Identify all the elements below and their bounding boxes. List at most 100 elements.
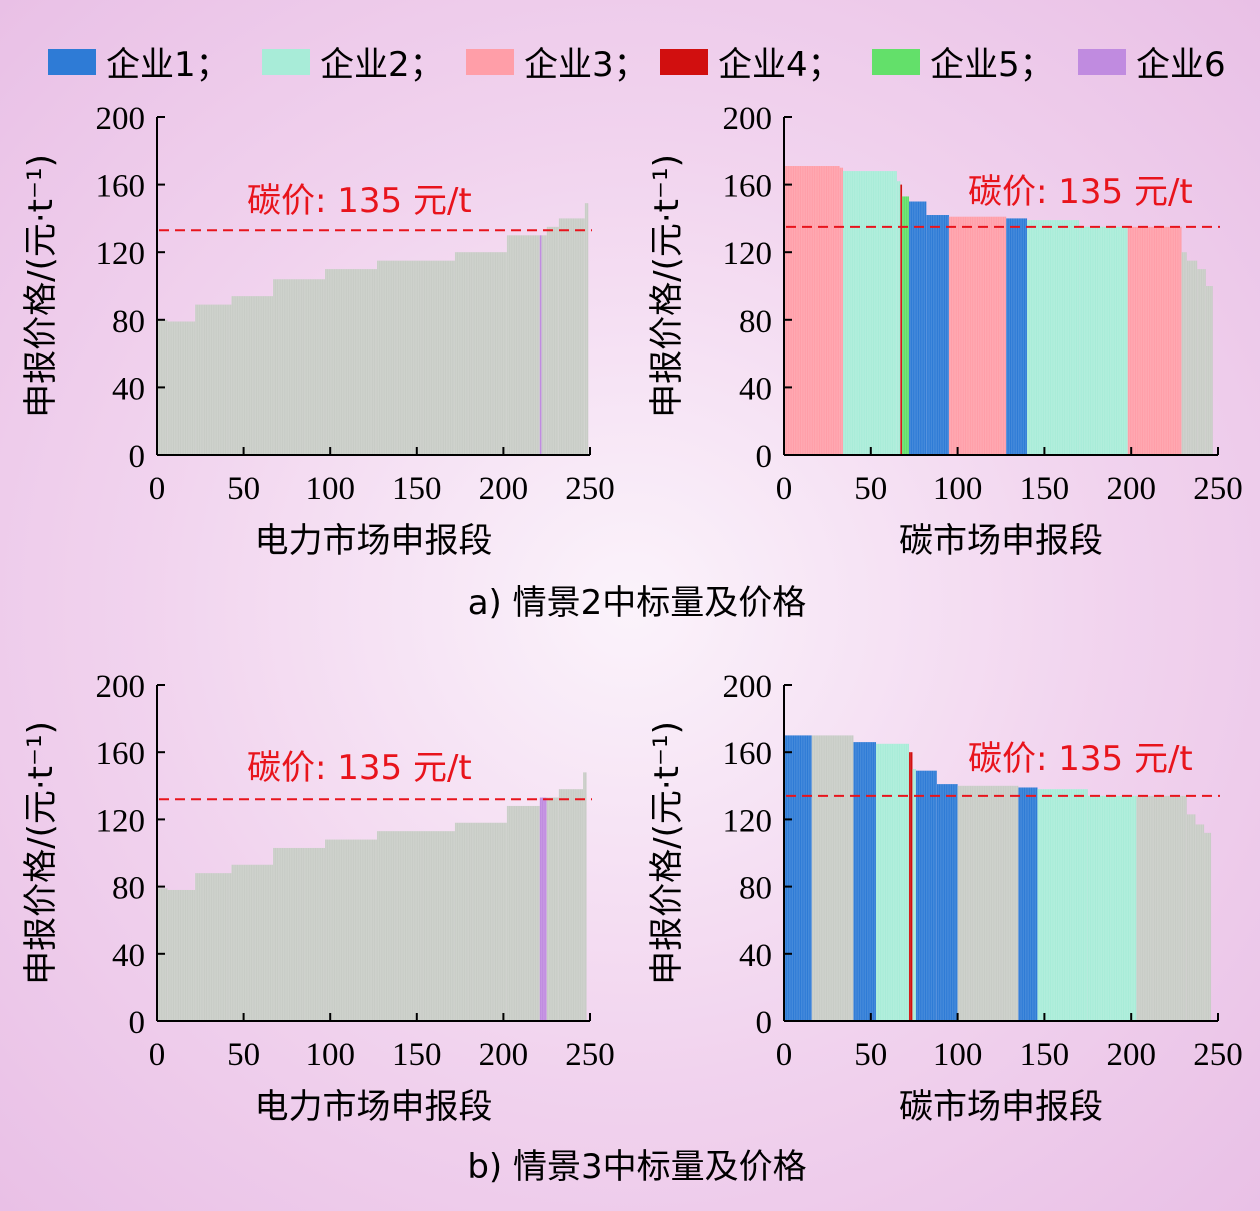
x-tick-label: 100 — [933, 1037, 983, 1073]
caption-scenario-3: b) 情景3中标量及价格 — [467, 1147, 806, 1187]
y-tick-label: 80 — [112, 871, 145, 907]
bar-segment — [539, 797, 547, 1021]
bar-segment — [876, 743, 909, 1021]
x-tick-label: 250 — [1193, 471, 1243, 507]
bar-segment — [900, 184, 903, 455]
bar-segment — [912, 769, 916, 1021]
x-tick-label: 100 — [305, 1037, 355, 1073]
x-axis-label: 电力市场申报段 — [255, 1087, 493, 1127]
y-tick-label: 200 — [723, 669, 773, 705]
legend-label-company6: 企业6 — [1136, 45, 1226, 85]
bar-segment — [376, 260, 455, 455]
bar-segment — [1205, 286, 1213, 455]
bar-segment — [167, 321, 196, 455]
x-tick-label: 250 — [565, 1037, 615, 1073]
bar-segment — [839, 167, 844, 455]
carbon-price-annotation: 碳价: 135 元/t — [247, 181, 472, 221]
bar-segment — [546, 226, 559, 455]
chart-a-carbon-market: 碳价: 135 元/t 0 40 80 120 160 200 0 50 100 150 200 250… — [647, 101, 1243, 561]
x-axis-label: 碳市场申报段 — [899, 1087, 1103, 1127]
bar-segment — [167, 889, 196, 1021]
y-tick-label: 120 — [96, 803, 146, 839]
x-tick-label: 100 — [933, 471, 983, 507]
y-tick-label: 0 — [756, 1005, 773, 1041]
x-tick-label: 250 — [1193, 1037, 1243, 1073]
x-tick-label: 200 — [479, 1037, 529, 1073]
bar-texture — [156, 772, 586, 1021]
x-tick-label: 200 — [1106, 1037, 1156, 1073]
bar-segment — [936, 784, 958, 1021]
y-tick-label: 0 — [756, 439, 773, 475]
y-tick-label: 120 — [723, 236, 773, 272]
bar-segment — [541, 235, 547, 455]
bar-segment — [273, 279, 325, 455]
y-tick-label: 80 — [112, 304, 145, 340]
bar-texture — [156, 203, 587, 455]
legend-swatch-company1 — [48, 49, 96, 75]
legend-swatch-company4 — [660, 49, 708, 75]
bars — [784, 166, 1213, 455]
x-tick-label: 0 — [149, 471, 166, 507]
x-tick-label: 250 — [565, 471, 615, 507]
bar-segment — [1027, 220, 1080, 455]
bar-segment — [558, 789, 584, 1021]
bar-segment — [231, 296, 274, 455]
x-tick-label: 150 — [1020, 471, 1070, 507]
y-axis-label: 申报价格/(元·t⁻¹) — [647, 721, 687, 985]
y-tick-label: 80 — [739, 304, 772, 340]
bar-segment — [896, 181, 901, 455]
y-tick-label: 120 — [723, 803, 773, 839]
chart-b-power-market: 碳价: 135 元/t 0 40 80 120 160 200 0 50 100 150 200 250… — [21, 669, 615, 1127]
bar-segment — [1195, 824, 1205, 1021]
x-tick-label: 100 — [305, 471, 355, 507]
y-axis-label: 申报价格/(元·t⁻¹) — [647, 154, 687, 418]
bar-segment — [195, 873, 232, 1021]
y-tick-label: 160 — [96, 736, 146, 772]
y-tick-label: 40 — [112, 938, 145, 974]
bar-segment — [1186, 260, 1198, 455]
bar-segment — [1087, 795, 1137, 1021]
y-tick-label: 0 — [129, 439, 146, 475]
legend-swatch-company5 — [872, 49, 920, 75]
x-tick-label: 50 — [854, 1037, 887, 1073]
chart-b-carbon-market: 碳价: 135 元/t 0 40 80 120 160 200 0 50 100 150 200 250… — [647, 669, 1243, 1127]
caption-scenario-2: a) 情景2中标量及价格 — [468, 583, 807, 623]
y-tick-label: 200 — [723, 101, 773, 137]
carbon-price-annotation: 碳价: 135 元/t — [968, 739, 1193, 779]
y-tick-label: 120 — [96, 236, 146, 272]
legend-label-company3: 企业3； — [524, 45, 648, 85]
x-tick-label: 150 — [392, 1037, 442, 1073]
bars — [784, 735, 1212, 1021]
bar-segment — [1127, 226, 1182, 455]
x-axis-label: 电力市场申报段 — [255, 521, 493, 561]
legend-label-company2: 企业2； — [320, 45, 444, 85]
bar-segment — [908, 752, 913, 1021]
bar-segment — [1006, 218, 1028, 455]
y-tick-label: 200 — [96, 101, 146, 137]
bar-segment — [926, 215, 949, 455]
x-tick-label: 150 — [392, 471, 442, 507]
bar-segment — [195, 304, 232, 455]
x-tick-label: 200 — [479, 471, 529, 507]
y-tick-label: 80 — [739, 871, 772, 907]
legend-swatch-company3 — [466, 49, 514, 75]
bar-segment — [506, 235, 540, 455]
bar-segment — [902, 196, 909, 455]
x-tick-label: 50 — [854, 471, 887, 507]
bar-segment — [506, 805, 540, 1021]
bars — [157, 203, 589, 455]
bar-segment — [1018, 787, 1038, 1021]
y-tick-label: 160 — [96, 169, 146, 205]
bar-segment — [454, 822, 507, 1021]
bar-segment — [583, 772, 587, 1021]
bar-segment — [948, 216, 1007, 455]
legend-swatch-company2 — [262, 49, 310, 75]
bar-segment — [1186, 814, 1196, 1021]
x-tick-label: 200 — [1106, 471, 1156, 507]
y-tick-label: 0 — [129, 1005, 146, 1041]
bar-segment — [325, 839, 377, 1021]
x-tick-label: 50 — [227, 1037, 260, 1073]
y-tick-label: 40 — [112, 371, 145, 407]
bar-segment — [376, 831, 455, 1021]
